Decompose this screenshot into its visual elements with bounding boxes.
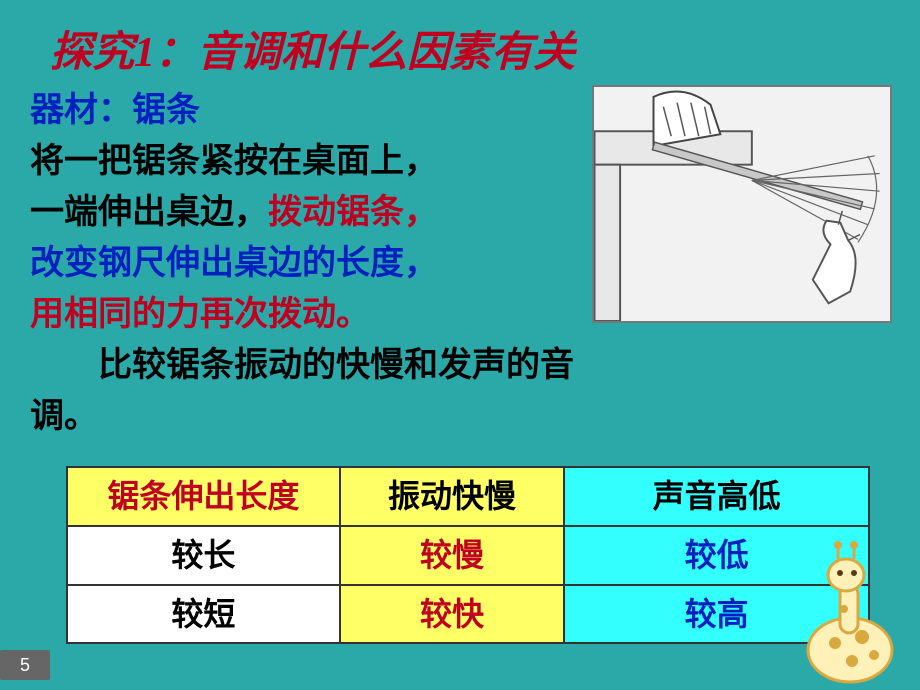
table-header-cell: 振动快慢	[340, 467, 565, 526]
table-row: 较长 较慢 较低	[67, 526, 869, 585]
giraffe-icon	[780, 535, 920, 690]
results-table: 锯条伸出长度 振动快慢 声音高低 较长 较慢 较低 较短 较快 较高	[66, 466, 870, 644]
step-line-2a: 一端伸出桌边，	[30, 194, 268, 231]
equipment-value: 锯条	[132, 92, 200, 129]
ruler-pluck-icon	[594, 87, 890, 321]
equipment-label: 器材：	[30, 92, 132, 129]
table-cell: 较快	[340, 585, 565, 644]
table-header-cell: 声音高低	[564, 467, 869, 526]
content-area: 器材：锯条 将一把锯条紧按在桌面上， 一端伸出桌边，拨动锯条， 改变钢尺伸出桌边…	[0, 85, 920, 442]
table-cell: 较慢	[340, 526, 565, 585]
table-cell: 较短	[67, 585, 340, 644]
step-line-1: 将一把锯条紧按在桌面上，	[30, 136, 590, 187]
step-line-5: 比较锯条振动的快慢和发声的音调。	[30, 340, 590, 442]
experiment-illustration	[592, 85, 892, 323]
step-line-4: 用相同的力再次拨动。	[30, 289, 590, 340]
giraffe-decoration	[780, 535, 920, 690]
step-line-2b: 拨动锯条，	[268, 194, 438, 231]
table-header-row: 锯条伸出长度 振动快慢 声音高低	[67, 467, 869, 526]
table-row: 较短 较快 较高	[67, 585, 869, 644]
table-header-cell: 锯条伸出长度	[67, 467, 340, 526]
slide-title: 探究1：音调和什么因素有关	[0, 0, 920, 85]
table-cell: 较长	[67, 526, 340, 585]
experiment-text: 器材：锯条 将一把锯条紧按在桌面上， 一端伸出桌边，拨动锯条， 改变钢尺伸出桌边…	[30, 85, 590, 442]
step-line-3: 改变钢尺伸出桌边的长度，	[30, 238, 590, 289]
page-number-badge: 5	[0, 650, 50, 680]
